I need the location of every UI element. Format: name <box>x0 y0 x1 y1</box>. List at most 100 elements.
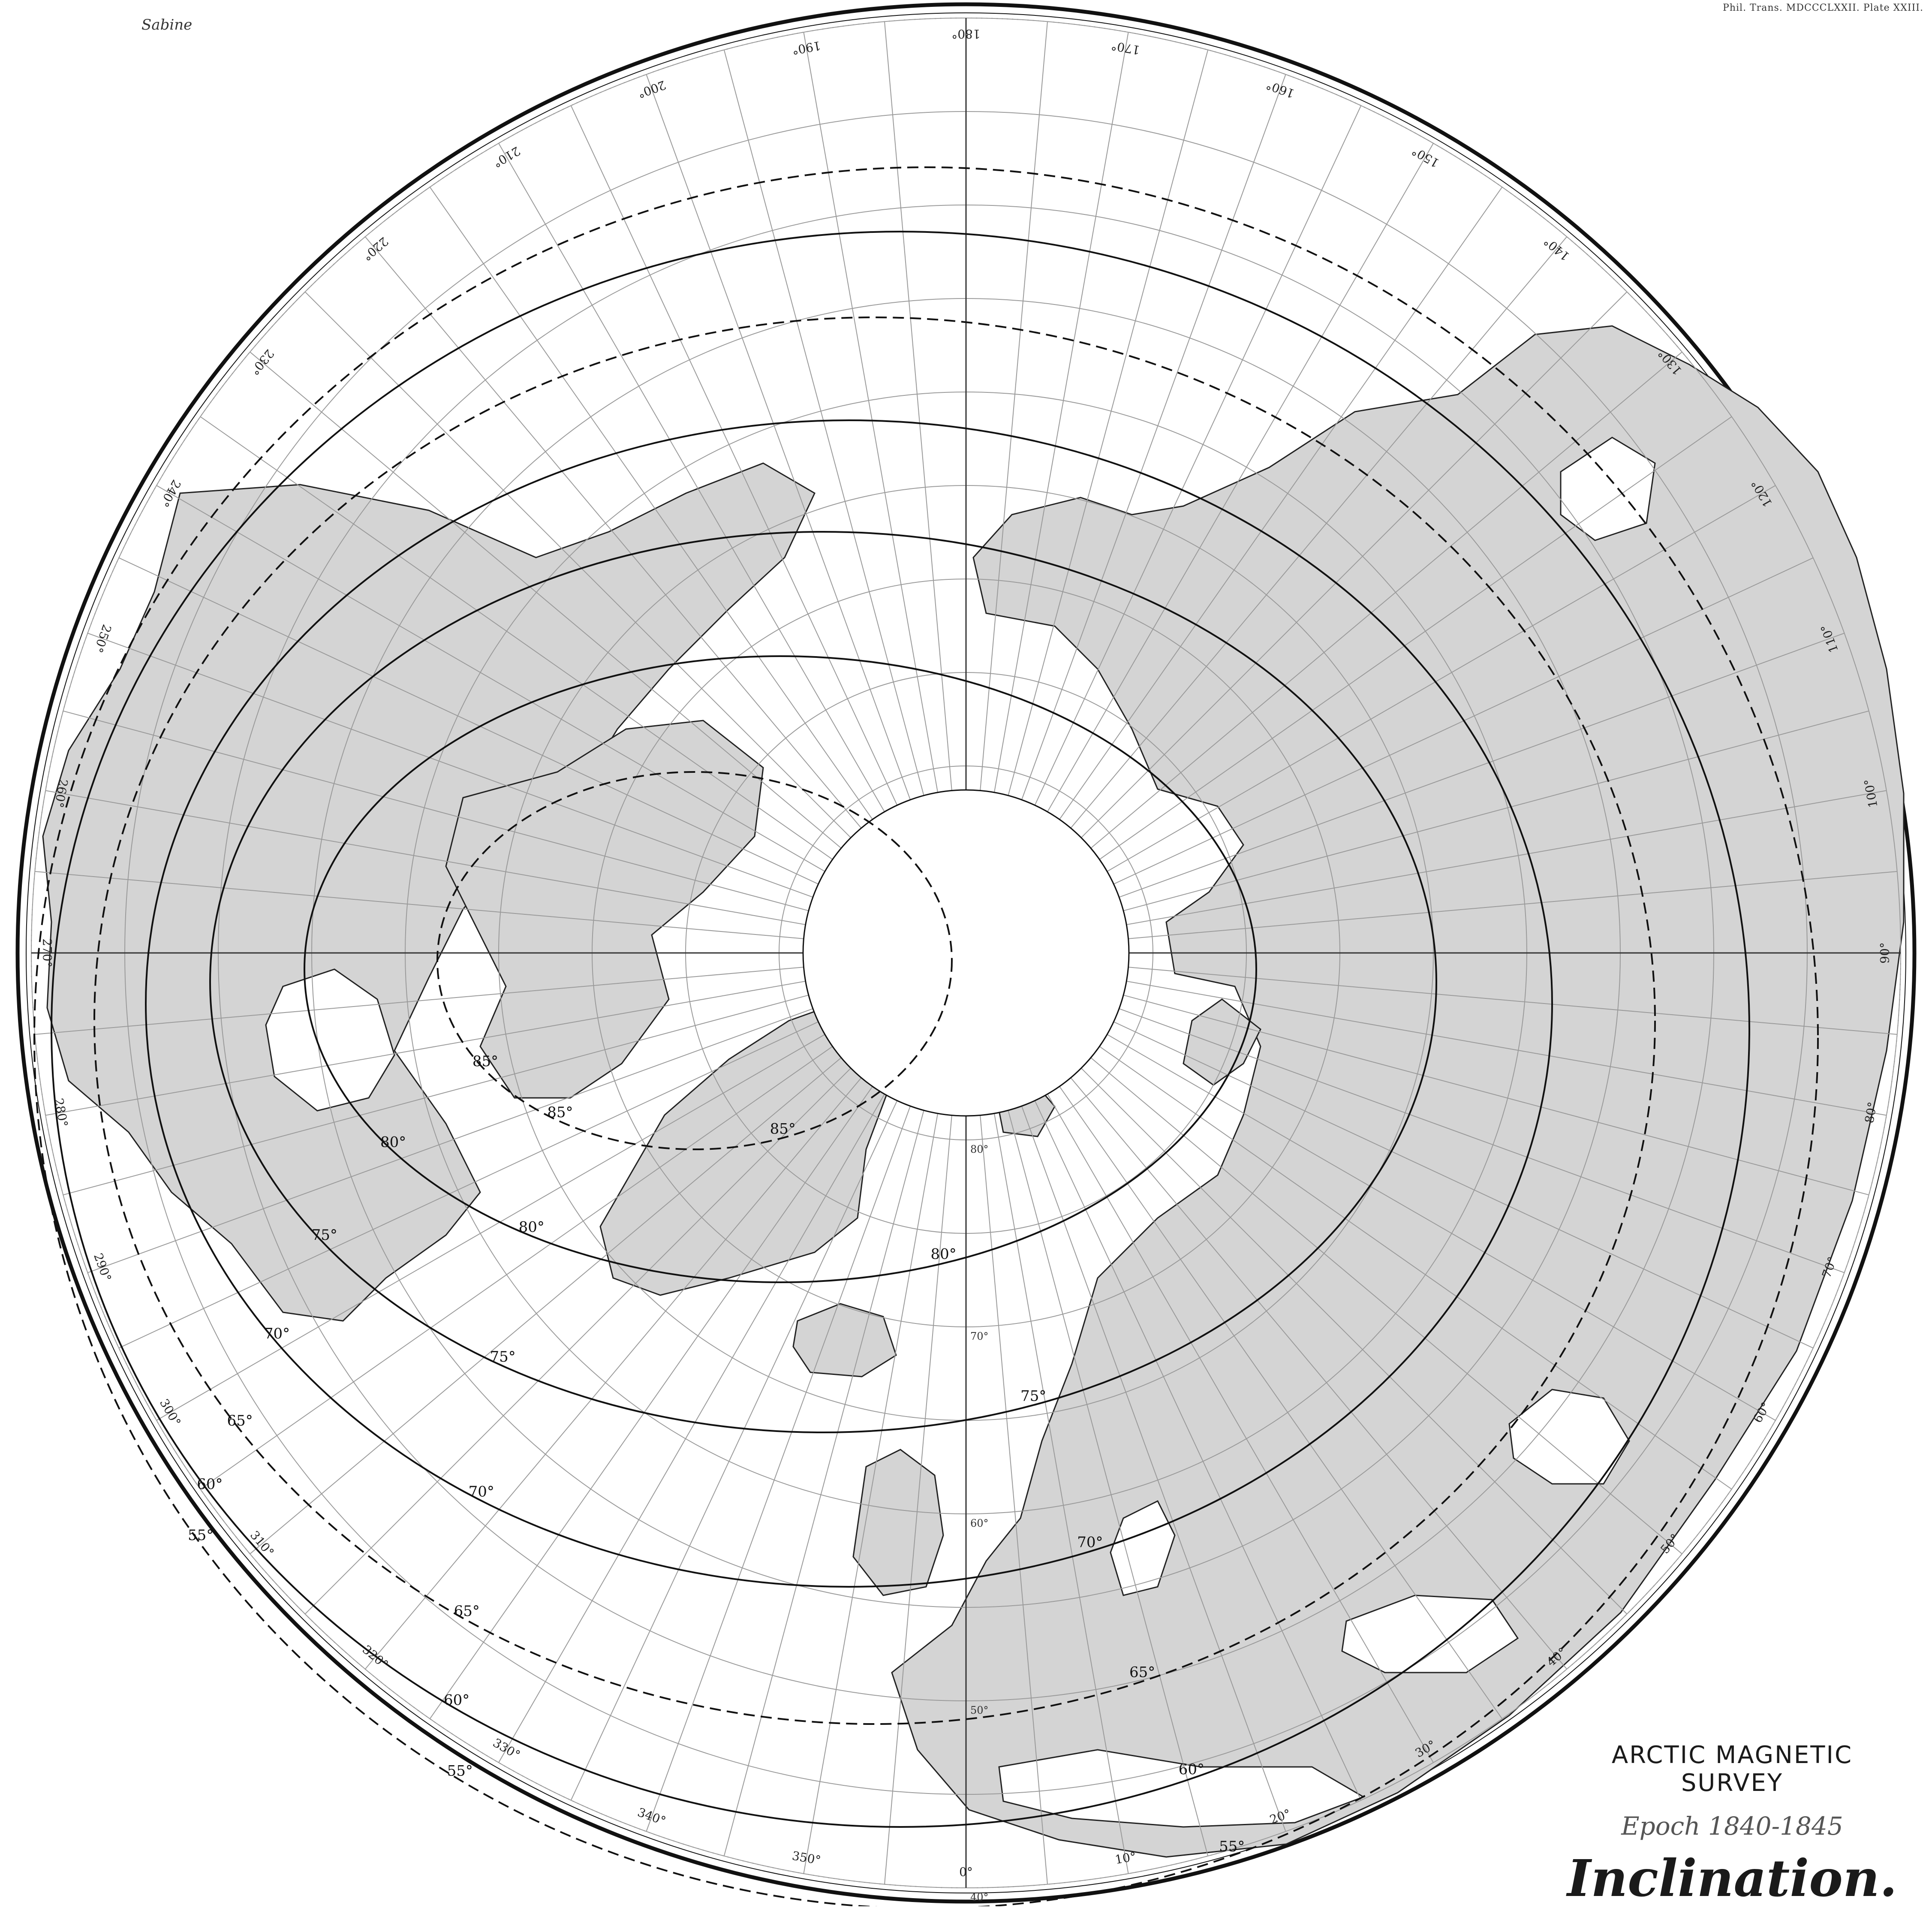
meridian-line <box>63 989 829 1196</box>
meridian-line <box>1103 989 1869 1196</box>
isoclinic-line-75 <box>209 531 1437 1433</box>
meridian-line <box>978 21 1048 811</box>
author-name: Sabine <box>141 16 193 33</box>
meridian-line <box>1057 236 1568 844</box>
meridian-line <box>45 790 826 929</box>
meridian-line <box>1082 416 1732 872</box>
isoclinic-label: 75° <box>1020 1387 1046 1405</box>
latitude-label: 40° <box>970 1891 989 1903</box>
isoclinic-label: 55° <box>1219 1838 1245 1855</box>
isoclinic-label: 80° <box>380 1134 406 1151</box>
latitude-labels: 80° 70° 60° 50° 40° <box>970 1143 989 1903</box>
meridian-line <box>646 1086 918 1832</box>
latitude-label: 60° <box>970 1517 989 1529</box>
meridian-line <box>1106 790 1887 929</box>
meridian-line <box>990 32 1129 813</box>
meridian-line <box>200 416 850 872</box>
meridian-line <box>87 1001 833 1273</box>
longitude-label: 270° <box>40 938 54 967</box>
meridian-line <box>1057 1061 1568 1670</box>
meridian-line <box>87 633 833 905</box>
meridian-line <box>35 965 825 1035</box>
isoclinic-line-70 <box>145 419 1553 1588</box>
baltic-sea <box>1110 1500 1176 1596</box>
meridian-line <box>1047 187 1503 837</box>
isoclinic-label: 60° <box>197 1476 223 1493</box>
meridian-line <box>498 1076 896 1763</box>
isoclinic-line-65 <box>93 316 1656 1725</box>
pole-circle <box>802 789 1130 1117</box>
latitude-label: 70° <box>970 1330 989 1342</box>
meridian-line <box>498 143 896 830</box>
meridian-line <box>429 187 885 837</box>
caspian-sea <box>1508 1389 1630 1485</box>
meridian-line <box>1082 1034 1732 1490</box>
isoclinic-label: 70° <box>264 1325 290 1342</box>
black-sea <box>1341 1595 1519 1673</box>
isoclinic-label: 70° <box>1077 1534 1103 1551</box>
meridian-line <box>570 105 906 825</box>
meridian-line <box>1014 74 1286 820</box>
map-title: ARCTIC MAGNETIC SURVEY <box>1611 1741 1853 1797</box>
plate-note: Phil. Trans. MDCCCLXXII. Plate XXIII. <box>1723 3 1923 13</box>
isoclinic-label: 80° <box>519 1218 545 1236</box>
landmass-eurasia <box>891 325 1905 1858</box>
meridian-line <box>990 1093 1129 1874</box>
landmass-north-america <box>42 462 816 1322</box>
isoclinic-label: 60° <box>1179 1761 1204 1778</box>
meridian-line <box>1026 1081 1362 1801</box>
longitude-label: 180° <box>951 27 980 41</box>
meridian-line <box>1002 50 1209 816</box>
map-subject: Inclination. <box>1567 1848 1897 1908</box>
isoclinic-line-55 <box>33 166 1819 1906</box>
latitude-label: 80° <box>970 1143 989 1155</box>
outer-border <box>15 2 1917 1904</box>
isoclinic-labels: 55° 55° 55° 60° 60° 60° 65° 65° 65° 70° 70° 70° 75° 7… <box>188 1053 1245 1855</box>
meridian-line <box>1089 1023 1776 1421</box>
isoclinic-label: 60° <box>444 1692 469 1709</box>
meridian-line <box>1099 1001 1845 1273</box>
isoclinic-label: 55° <box>188 1527 214 1544</box>
meridian-line <box>1066 1053 1628 1615</box>
isoclinic-label: 80° <box>930 1246 956 1263</box>
meridian-line <box>429 1069 885 1719</box>
meridian-line <box>978 1094 1048 1884</box>
meridian-line <box>1074 1044 1682 1555</box>
meridian-line <box>63 710 829 917</box>
meridian-line <box>45 977 826 1116</box>
meridian-line <box>1099 633 1845 905</box>
meridian-line <box>1074 351 1682 862</box>
meridian-line <box>723 50 930 816</box>
meridian-line <box>1002 1090 1209 1856</box>
isoclinic-label: 55° <box>447 1763 473 1780</box>
isoclinic-line-60 <box>51 231 1750 1828</box>
hudson-bay <box>265 968 395 1112</box>
meridian-line <box>1107 965 1897 1035</box>
longitude-label: 90° <box>1878 942 1892 964</box>
meridian-line <box>1026 105 1362 825</box>
isoclinic-label: 65° <box>227 1412 253 1429</box>
meridian-line <box>884 1094 954 1884</box>
meridian-line <box>570 1081 906 1801</box>
meridian-line <box>1089 485 1776 883</box>
isoclinic-lines <box>33 166 1819 1906</box>
meridian-line <box>1036 1076 1434 1763</box>
meridian-line <box>723 1090 930 1856</box>
isoclinic-label: 85° <box>472 1053 498 1070</box>
isoclinic-line-80 <box>304 655 1257 1283</box>
meridian-line <box>364 236 875 844</box>
isoclinic-label: 85° <box>547 1104 573 1121</box>
meridian-line <box>1094 1013 1814 1349</box>
isoclinic-line-85 <box>436 771 953 1150</box>
longitude-label: 0° <box>959 1865 973 1879</box>
latitude-label: 50° <box>970 1704 989 1716</box>
land-masses <box>42 325 1905 1858</box>
isoclinic-label: 65° <box>454 1603 480 1620</box>
meridian-line <box>364 1061 875 1670</box>
meridian-line <box>1107 871 1897 941</box>
landmass-british-isles <box>852 1449 944 1596</box>
landmass-arctic-archipelago <box>445 720 764 1099</box>
map-epoch: Epoch 1840-1845 <box>1621 1812 1843 1841</box>
central-pole-area <box>802 789 1130 1117</box>
